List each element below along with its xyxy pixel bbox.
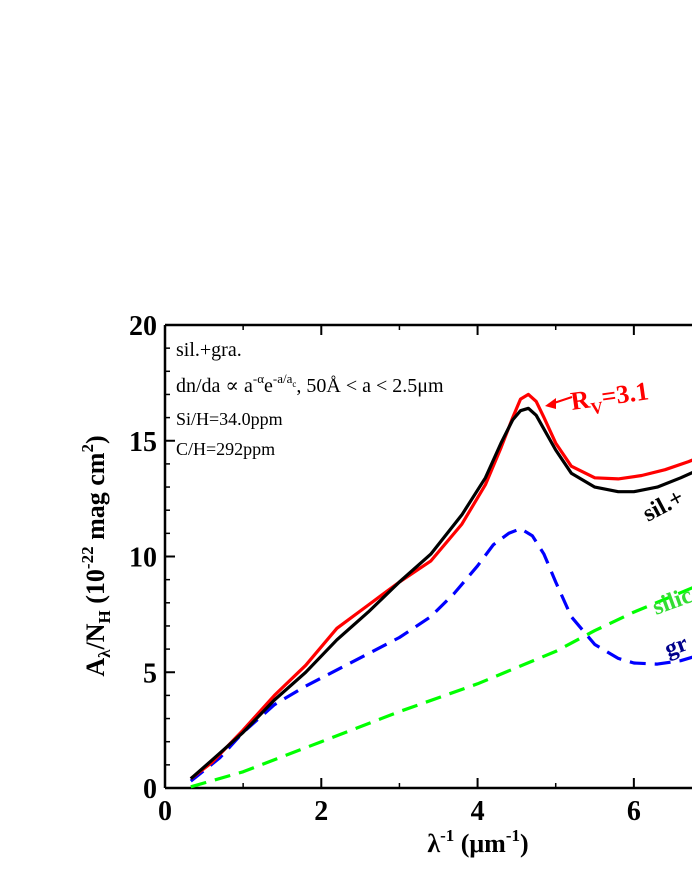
rv-arrow-head — [545, 398, 556, 409]
y-tick-label: 15 — [129, 427, 157, 458]
axis-ticks — [164, 324, 635, 789]
c-abundance-annotation: C/H=292ppm — [176, 439, 275, 459]
x-tick-label: 2 — [314, 796, 328, 827]
series-line-graphite — [189, 527, 692, 783]
y-tick-label: 0 — [143, 774, 157, 805]
series-line-silicate — [190, 586, 692, 789]
y-tick-label: 20 — [129, 311, 157, 342]
size-distribution-annotation: dn/da ∝ a-αe-a/ac, 50Å < a < 2.5μm — [176, 371, 444, 397]
model-annotation: sil.+gra. — [176, 339, 242, 361]
series-layer — [189, 392, 692, 789]
tick-labels: 0 2 4 6 0 5 10 15 20 — [129, 311, 641, 827]
x-axis-label: λ-1 (μm-1) — [427, 826, 528, 858]
x-tick-label: 6 — [627, 796, 641, 827]
y-tick-label: 10 — [129, 543, 157, 574]
x-tick-label: 0 — [158, 796, 172, 827]
x-tick-label: 4 — [471, 796, 485, 827]
si-abundance-annotation: Si/H=34.0ppm — [176, 409, 283, 429]
series-line-sil-gra- — [189, 406, 692, 780]
y-tick-label: 5 — [143, 658, 157, 689]
y-axis-label: Aλ/NH (10-22 mag cm2) — [78, 435, 114, 676]
rv-series-label: RV=3.1 — [569, 376, 651, 421]
silicate-series-label: silic — [649, 582, 692, 620]
